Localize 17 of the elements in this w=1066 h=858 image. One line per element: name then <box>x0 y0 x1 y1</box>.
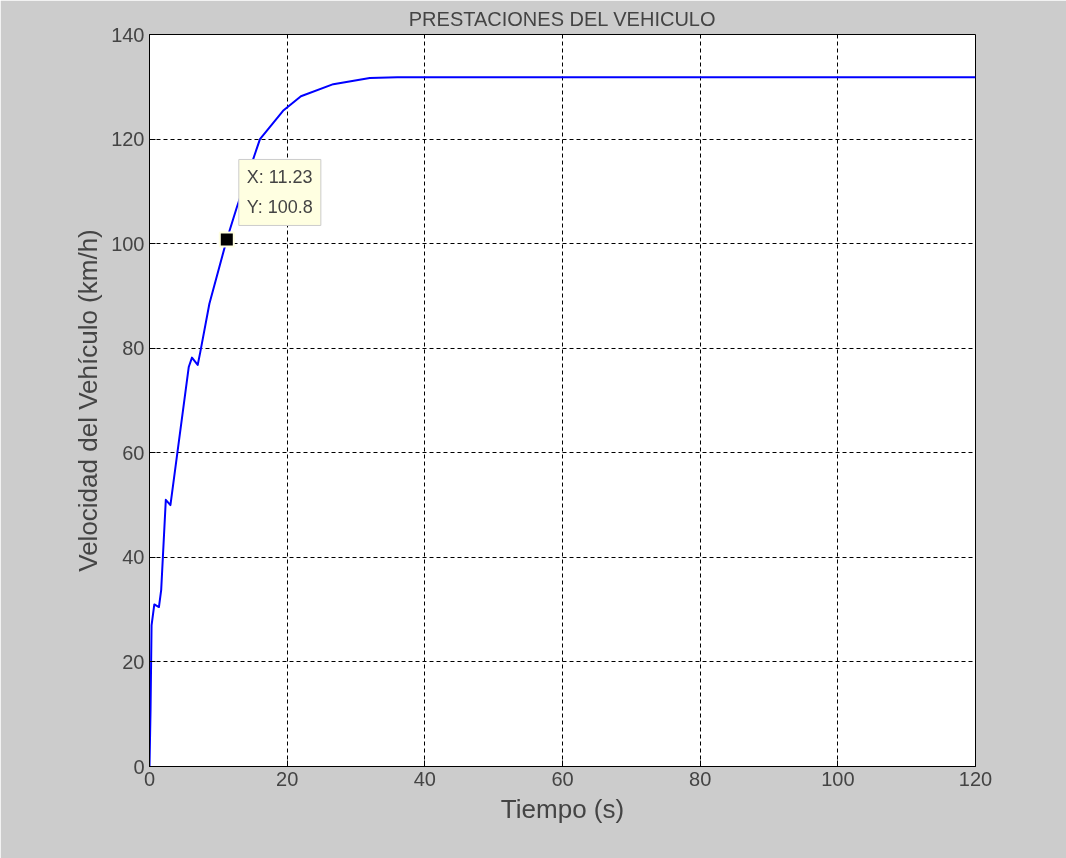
y-tick-label: 120 <box>111 128 145 151</box>
y-tick-label: 100 <box>111 232 145 255</box>
y-tick-label: 60 <box>122 441 145 464</box>
y-axis-title: Velocidad del Vehículo (km/h) <box>73 229 104 572</box>
x-tick-label: 60 <box>551 767 574 790</box>
y-tick-label: 140 <box>111 23 145 46</box>
x-tick-label: 120 <box>958 767 993 790</box>
y-tick-label: 40 <box>122 546 145 569</box>
chart-title: PRESTACIONES DEL VEHICULO <box>408 7 716 30</box>
y-tick-label: 20 <box>122 650 145 673</box>
x-axis-title: Tiempo (s) <box>500 793 625 824</box>
x-tick-label: 40 <box>413 767 436 790</box>
x-tick-label: 100 <box>821 767 855 790</box>
annotation: X: 11.23 Y: 100.8 <box>246 167 313 218</box>
x-tick-label: 80 <box>689 767 712 790</box>
y-tick-label: 80 <box>122 337 145 360</box>
x-tick-label: 20 <box>276 767 299 790</box>
